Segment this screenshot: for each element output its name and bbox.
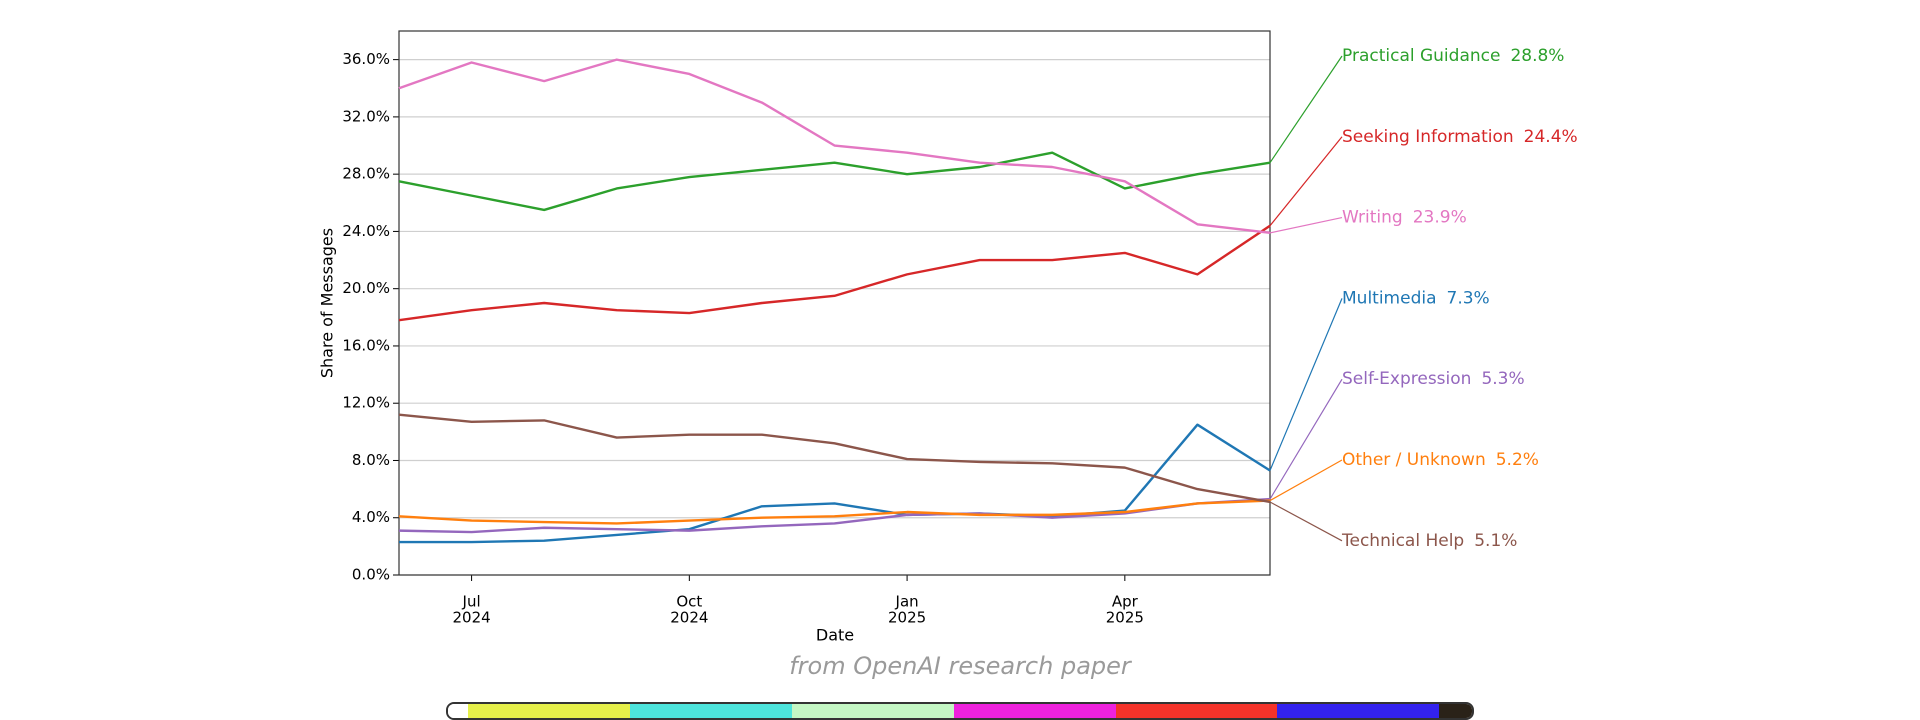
x-tick-label: Jul <box>462 593 481 611</box>
end-label: Practical Guidance 28.8% <box>1342 46 1564 66</box>
y-tick-label: 0.0% <box>352 566 390 584</box>
label-connector <box>1269 136 1343 227</box>
value-label: 5.1% <box>1474 531 1517 551</box>
label-connector <box>1269 501 1343 542</box>
color-swatch <box>468 704 631 718</box>
chart: Share of Messages Date 0.0% 4.0% 8.0% 12.0%… <box>318 30 1578 643</box>
end-label: Technical Help 5.1% <box>1341 531 1517 551</box>
series-name: Practical Guidance <box>1342 46 1500 66</box>
series-line <box>398 151 1271 212</box>
value-label: 5.3% <box>1481 369 1524 389</box>
x-axis-label: Date <box>816 626 854 643</box>
x-tick-label: Jan <box>895 593 919 611</box>
series-line <box>398 497 1271 534</box>
series-name: Self-Expression <box>1342 369 1471 389</box>
end-label: Self-Expression 5.3% <box>1342 369 1525 389</box>
color-swatch <box>792 704 954 718</box>
value-label: 23.9% <box>1413 208 1467 228</box>
y-tick-label: 32.0% <box>342 107 390 125</box>
color-swatch <box>630 704 793 718</box>
value-label: 28.8% <box>1510 46 1564 66</box>
series-line <box>398 58 1271 235</box>
x-tick-label: 2024 <box>670 609 708 627</box>
x-tick-label: Apr <box>1112 593 1139 611</box>
label-connector <box>1269 217 1343 234</box>
y-tick-label: 28.0% <box>342 165 390 183</box>
end-label: Other / Unknown 5.2% <box>1342 450 1539 470</box>
series-name: Technical Help <box>1341 531 1464 551</box>
series-name: Other / Unknown <box>1342 450 1486 470</box>
label-connector <box>1269 459 1343 502</box>
y-tick-label: 8.0% <box>352 451 390 469</box>
y-tick-label: 36.0% <box>342 50 390 68</box>
x-tick-label: Oct <box>676 593 702 611</box>
y-tick-label: 20.0% <box>342 279 390 297</box>
y-tick-label: 16.0% <box>342 336 390 354</box>
label-connector <box>1269 298 1343 471</box>
plot-frame <box>398 30 1271 576</box>
end-label: Seeking Information 24.4% <box>1342 127 1578 147</box>
y-tick-label: 24.0% <box>342 222 390 240</box>
series-line <box>399 423 1271 544</box>
x-tick-label: 2025 <box>1106 609 1144 627</box>
x-tick-label: 2025 <box>888 609 926 627</box>
end-label: Multimedia 7.3% <box>1342 288 1490 308</box>
series-name: Multimedia <box>1342 288 1437 308</box>
end-label: Writing 23.9% <box>1342 208 1467 228</box>
value-label: 24.4% <box>1524 127 1578 147</box>
series-line <box>398 499 1271 525</box>
color-swatch <box>953 704 1116 718</box>
color-swatch <box>1115 704 1278 718</box>
color-swatch <box>1277 704 1440 718</box>
label-connector <box>1269 378 1343 500</box>
series-line <box>398 413 1271 504</box>
series-line <box>398 224 1271 322</box>
color-bar <box>446 702 1474 720</box>
x-tick-label: 2024 <box>452 609 490 627</box>
y-axis-label: Share of Messages <box>318 228 337 378</box>
y-tick-label: 12.0% <box>342 394 390 412</box>
value-label: 7.3% <box>1447 288 1490 308</box>
color-swatch <box>1439 704 1472 718</box>
value-label: 5.2% <box>1496 450 1539 470</box>
caption: from OpenAI research paper <box>789 652 1131 680</box>
label-connector <box>1269 55 1343 164</box>
color-swatch <box>448 704 469 718</box>
series-name: Writing <box>1342 208 1403 228</box>
series-name: Seeking Information <box>1342 127 1514 147</box>
y-tick-label: 4.0% <box>352 508 390 526</box>
